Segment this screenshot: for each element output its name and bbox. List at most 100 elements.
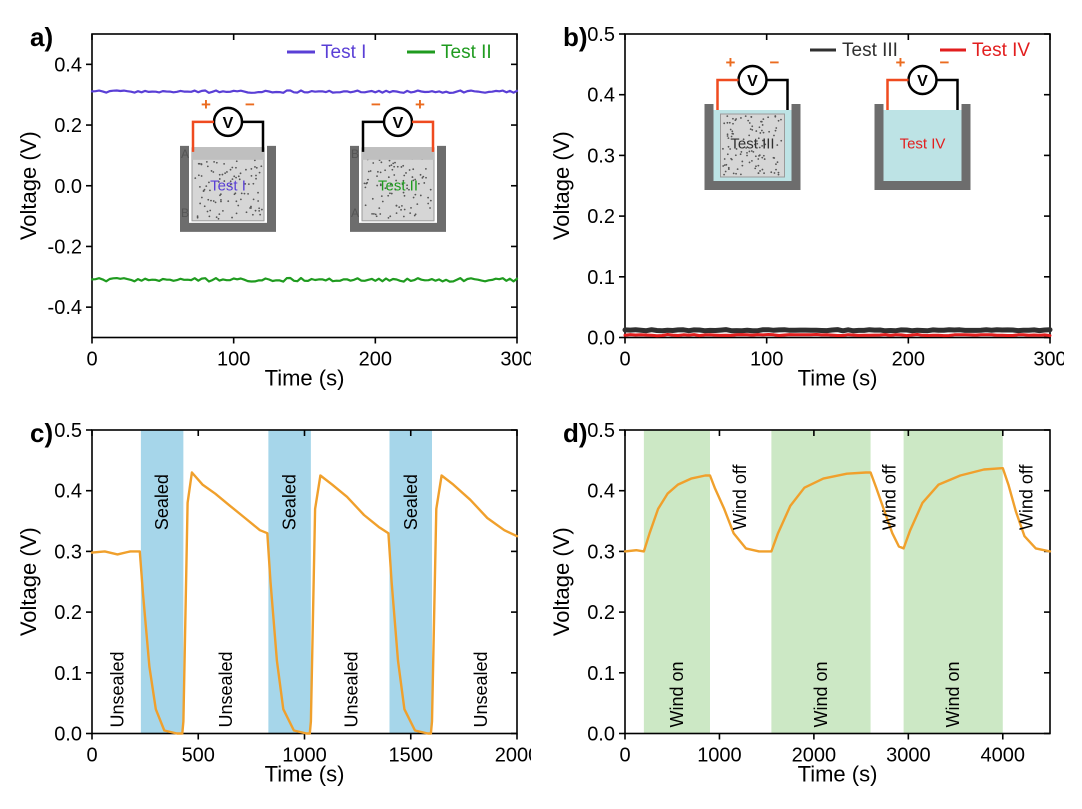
ytick-label: 0.0 (54, 176, 82, 198)
ytick-label: 0.5 (587, 24, 615, 46)
ylabel: Voltage (V) (18, 527, 41, 636)
series-TestII (92, 278, 517, 282)
band-label: Sealed (401, 474, 421, 530)
xlabel: Time (s) (265, 761, 345, 786)
band-label-out: Wind off (879, 463, 899, 530)
beaker-inset: V + − Test IV (875, 53, 971, 190)
panel-a: a)0100200300-0.4-0.20.00.20.4Time (s)Vol… (18, 18, 531, 396)
xtick-label: 0 (86, 744, 97, 766)
svg-text:−: − (245, 95, 255, 114)
band-label-out: Unsealed (471, 651, 491, 727)
xtick-label: 0 (619, 744, 630, 766)
svg-text:A: A (351, 206, 359, 220)
xtick-label: 1500 (389, 744, 434, 766)
svg-text:Test III: Test III (730, 136, 774, 153)
series-TestIII (625, 330, 1050, 331)
ylabel: Voltage (V) (551, 527, 574, 636)
panel-label: d) (563, 418, 588, 449)
svg-text:−: − (371, 95, 381, 114)
band-label: Sealed (280, 474, 300, 530)
series-TestI (92, 91, 517, 93)
svg-text:A: A (181, 147, 189, 161)
svg-text:Test I: Test I (321, 42, 366, 63)
svg-text:−: − (940, 53, 950, 72)
ytick-label: 0.1 (587, 267, 615, 289)
band-label-out: Wind off (730, 463, 750, 530)
ytick-label: 0.3 (587, 541, 615, 563)
svg-text:V: V (917, 73, 928, 90)
ytick-label: 0.2 (587, 206, 615, 228)
ytick-label: -0.2 (48, 236, 82, 258)
xtick-label: 2000 (495, 744, 531, 766)
panel-b: b) 0 100 200 300 0.0 0.1 0.2 0.3 0.4 0.5 Time (s) Vo… (551, 18, 1064, 396)
chart-svg: 05001000150020000.00.10.20.30.40.5Time (… (18, 414, 531, 792)
band-label-out: Unsealed (341, 651, 361, 727)
xlabel: Time (s) (798, 761, 878, 786)
panel-d: d)010002000300040000.00.10.20.30.40.5Tim… (551, 414, 1064, 792)
ytick-label: 0.1 (587, 662, 615, 684)
xtick-label: 1000 (697, 744, 742, 766)
chart-svg: 010002000300040000.00.10.20.30.40.5Time … (551, 414, 1064, 792)
svg-text:B: B (351, 147, 359, 161)
svg-text:+: + (896, 53, 906, 72)
svg-text:V: V (223, 115, 234, 132)
band-label: Wind on (943, 661, 963, 727)
band-label: Sealed (152, 474, 172, 530)
series-TestIV (625, 335, 1050, 336)
xlabel: Time (s) (265, 366, 345, 391)
ytick-label: 0.2 (587, 602, 615, 624)
ytick-label: 0.4 (587, 480, 615, 502)
legend: Test III Test IV (810, 40, 1030, 61)
ytick-label: 0.0 (587, 328, 615, 350)
svg-text:Test IV: Test IV (972, 40, 1030, 61)
ytick-label: 0.0 (54, 723, 82, 745)
chart-svg: 0 100 200 300 0.0 0.1 0.2 0.3 0.4 0.5 Time (s) Volt… (551, 18, 1064, 396)
ytick-label: 0.5 (587, 420, 615, 442)
xtick-label: 200 (892, 349, 925, 371)
band-label-out: Wind off (1016, 463, 1036, 530)
panel-c: c)05001000150020000.00.10.20.30.40.5Time… (18, 414, 531, 792)
beaker-inset: ABV+−Test I (180, 95, 276, 232)
xtick-label: 300 (1033, 349, 1064, 371)
svg-text:V: V (747, 73, 758, 90)
xtick-label: 3000 (886, 744, 931, 766)
beaker-inset: BAV−+Test II (350, 95, 446, 232)
svg-text:+: + (415, 95, 425, 114)
xtick-label: 100 (217, 349, 250, 371)
ytick-label: 0.3 (587, 145, 615, 167)
svg-text:Test IV: Test IV (900, 136, 946, 153)
svg-text:Test I: Test I (210, 177, 246, 194)
xtick-label: 0 (86, 349, 97, 371)
svg-text:B: B (181, 206, 189, 220)
beaker-inset: V+−Test III (705, 53, 801, 190)
ytick-label: 0.3 (54, 541, 82, 563)
band-label-out: Unsealed (216, 651, 236, 727)
band-label-out: Unsealed (108, 651, 128, 727)
xtick-label: 500 (182, 744, 215, 766)
legend: Test I Test II (287, 42, 492, 63)
ytick-label: 0.2 (54, 602, 82, 624)
xtick-label: 100 (750, 349, 783, 371)
ytick-label: 0.1 (54, 662, 82, 684)
svg-text:V: V (393, 115, 404, 132)
xtick-label: 0 (619, 349, 630, 371)
chart-svg: 0100200300-0.4-0.20.00.20.4Time (s)Volta… (18, 18, 531, 396)
svg-text:Test II: Test II (441, 42, 492, 63)
band-label: Wind on (667, 661, 687, 727)
ylabel: Voltage (V) (18, 131, 41, 240)
ytick-label: 0.4 (587, 85, 615, 107)
ytick-label: 0.4 (54, 54, 82, 76)
panel-label: c) (30, 418, 53, 449)
ytick-label: 0.0 (587, 723, 615, 745)
panel-label: b) (563, 22, 588, 53)
ytick-label: 0.2 (54, 115, 82, 137)
svg-text:Test III: Test III (842, 40, 898, 61)
xtick-label: 200 (359, 349, 392, 371)
ytick-label: 0.5 (54, 420, 82, 442)
xlabel: Time (s) (798, 366, 878, 391)
panel-label: a) (30, 22, 53, 53)
xtick-label: 300 (500, 349, 531, 371)
ylabel: Voltage (V) (551, 131, 574, 240)
ytick-label: 0.4 (54, 480, 82, 502)
xtick-label: 4000 (981, 744, 1026, 766)
